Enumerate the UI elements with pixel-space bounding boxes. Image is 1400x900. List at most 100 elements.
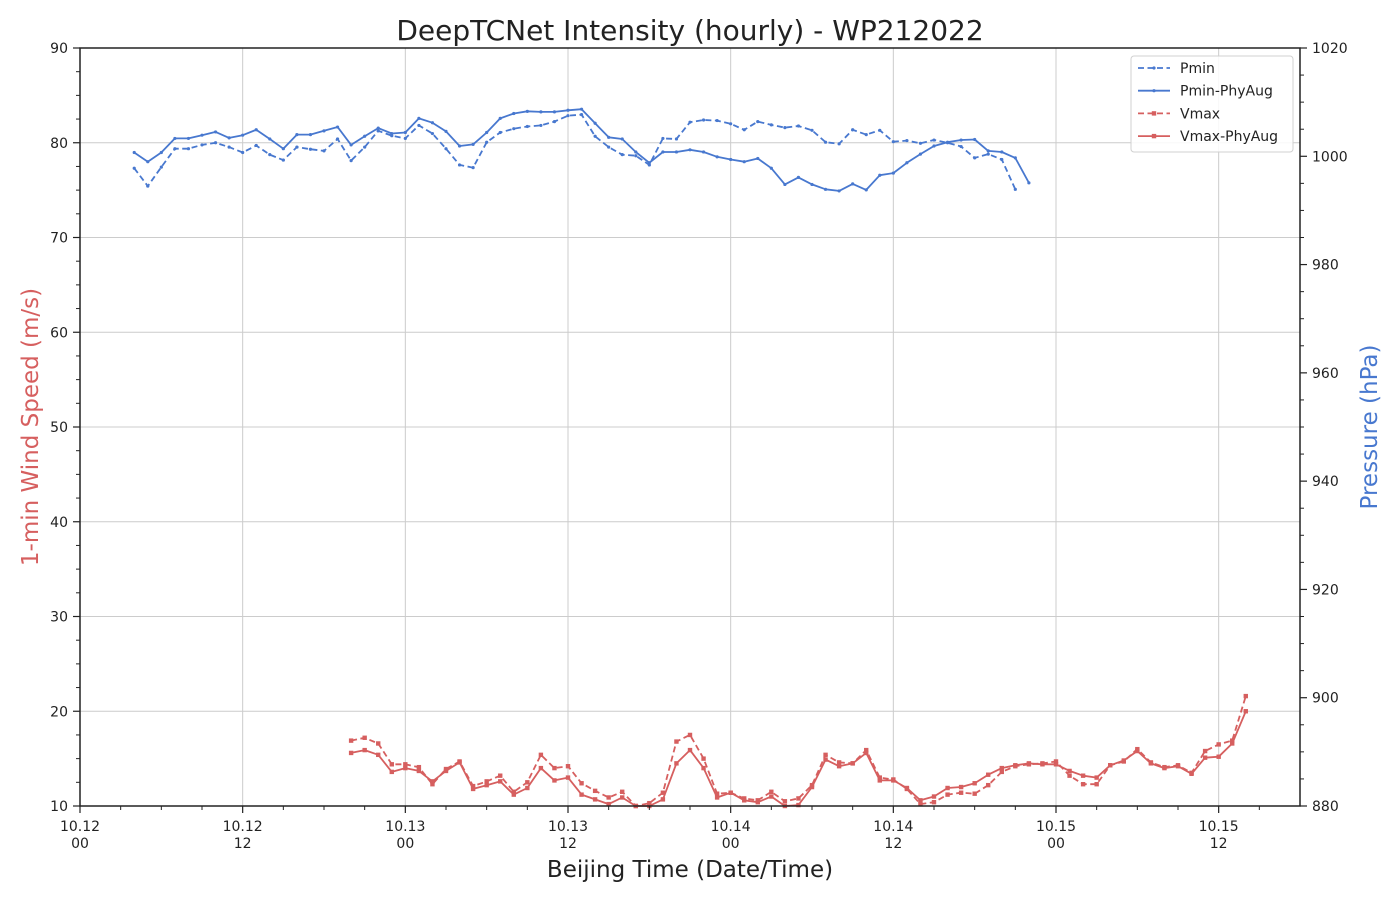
data-point-pmin xyxy=(200,143,204,147)
data-point-pmin-phyaug xyxy=(810,182,814,187)
data-point-pmin xyxy=(932,138,936,142)
data-point-pmin-phyaug xyxy=(769,166,773,170)
data-point-vmax-phyaug xyxy=(606,801,611,807)
series-lines xyxy=(132,107,1248,809)
data-point-pmin xyxy=(593,134,597,138)
data-point-vmax-phyaug xyxy=(904,785,910,791)
data-point-vmax xyxy=(484,779,489,784)
data-point-pmin-phyaug xyxy=(485,130,489,135)
legend-marker-pmin xyxy=(1152,66,1156,70)
data-point-vmax xyxy=(782,799,788,804)
data-point-vmax-phyaug xyxy=(728,790,733,795)
data-point-vmax xyxy=(701,756,706,761)
axis-ticks: 10.120010.121210.130010.131210.140010.14… xyxy=(50,41,1347,852)
data-point-vmax xyxy=(565,764,571,769)
grid xyxy=(79,47,1300,807)
data-point-vmax xyxy=(362,735,367,740)
data-point-pmin-phyaug xyxy=(607,135,611,139)
series-line-vmax xyxy=(350,695,1247,807)
data-point-pmin-phyaug xyxy=(227,136,231,140)
x-tick-label: 12 xyxy=(559,836,577,852)
y-right-tick-label: 940 xyxy=(1312,474,1339,490)
data-point-pmin xyxy=(810,128,814,132)
x-tick-label: 10.12 xyxy=(223,819,263,835)
data-point-vmax xyxy=(660,790,666,795)
y-right-tick-label: 1020 xyxy=(1312,41,1348,57)
data-point-pmin xyxy=(159,165,163,169)
data-point-vmax-phyaug xyxy=(538,765,544,771)
data-point-pmin-phyaug xyxy=(444,129,448,133)
data-point-pmin xyxy=(146,184,150,188)
data-point-pmin-phyaug xyxy=(200,133,204,137)
data-point-vmax-phyaug xyxy=(376,752,381,758)
data-point-pmin-phyaug xyxy=(729,157,733,162)
data-point-pmin xyxy=(973,156,977,160)
data-point-vmax-phyaug xyxy=(592,797,598,802)
data-point-vmax-phyaug xyxy=(864,750,869,756)
data-point-pmin xyxy=(173,147,177,151)
data-point-pmin-phyaug xyxy=(552,110,557,114)
legend-marker-vmax-phyaug xyxy=(1151,133,1157,139)
data-point-pmin xyxy=(376,129,380,133)
data-point-vmax-phyaug xyxy=(660,797,666,802)
data-point-pmin xyxy=(512,127,516,131)
data-point-vmax-phyaug xyxy=(986,772,991,777)
data-point-vmax-phyaug xyxy=(348,750,354,756)
data-point-vmax-phyaug xyxy=(1121,758,1126,763)
data-point-pmin-phyaug xyxy=(959,138,963,142)
data-point-pmin-phyaug xyxy=(457,144,462,148)
data-point-vmax xyxy=(1202,748,1208,754)
y-left-tick-label: 60 xyxy=(50,325,68,341)
data-point-pmin xyxy=(485,140,489,144)
data-point-pmin xyxy=(295,145,299,149)
y-left-tick-label: 20 xyxy=(50,704,68,720)
data-point-pmin-phyaug xyxy=(837,189,841,193)
data-point-pmin-phyaug xyxy=(349,143,353,147)
data-point-pmin-phyaug xyxy=(295,133,299,137)
data-point-pmin-phyaug xyxy=(715,155,719,159)
data-point-vmax-phyaug xyxy=(443,768,449,774)
data-point-vmax-phyaug xyxy=(701,765,706,771)
data-point-vmax xyxy=(714,791,720,796)
data-point-pmin xyxy=(281,158,285,162)
data-point-vmax-phyaug xyxy=(1067,768,1072,774)
data-point-pmin-phyaug xyxy=(878,173,882,177)
y-left-tick-label: 90 xyxy=(50,41,68,57)
data-point-pmin xyxy=(607,145,611,149)
data-point-vmax xyxy=(647,800,652,806)
y-right-tick-label: 880 xyxy=(1312,799,1339,815)
data-point-vmax-phyaug xyxy=(1135,748,1140,754)
data-point-pmin-phyaug xyxy=(620,137,624,141)
y-left-tick-label: 30 xyxy=(50,610,68,626)
data-point-pmin xyxy=(661,136,665,141)
data-point-pmin xyxy=(308,147,313,151)
data-point-pmin xyxy=(742,128,746,132)
data-point-vmax xyxy=(620,789,625,794)
data-point-pmin-phyaug xyxy=(376,126,380,130)
data-point-pmin-phyaug xyxy=(593,121,597,125)
x-tick-label: 10.15 xyxy=(1199,819,1239,835)
data-point-pmin-phyaug xyxy=(932,144,936,148)
data-point-pmin xyxy=(132,166,136,170)
data-point-pmin-phyaug xyxy=(945,140,950,144)
data-point-pmin-phyaug xyxy=(891,171,895,175)
data-point-vmax-phyaug xyxy=(1026,761,1032,766)
data-point-pmin-phyaug xyxy=(322,129,326,133)
data-point-vmax-phyaug xyxy=(430,779,435,784)
x-tick-label: 12 xyxy=(234,836,252,852)
legend-label-pmin: Pmin xyxy=(1180,61,1215,77)
data-point-vmax-phyaug xyxy=(362,747,367,753)
data-point-vmax xyxy=(525,780,530,785)
x-tick-label: 10.14 xyxy=(873,819,913,835)
data-point-pmin-phyaug xyxy=(186,136,191,141)
data-point-pmin xyxy=(1000,157,1004,162)
data-point-pmin xyxy=(674,137,679,141)
data-point-pmin-phyaug xyxy=(688,148,692,152)
x-axis-label: Beijing Time (Date/Time) xyxy=(547,857,833,883)
data-point-pmin-phyaug xyxy=(254,128,258,132)
chart-title: DeepTCNet Intensity (hourly) - WP212022 xyxy=(396,14,983,47)
data-point-pmin-phyaug xyxy=(1027,181,1031,185)
data-point-vmax-phyaug xyxy=(1162,765,1167,771)
x-tick-label: 00 xyxy=(71,836,89,852)
data-point-pmin-phyaug xyxy=(132,150,136,155)
